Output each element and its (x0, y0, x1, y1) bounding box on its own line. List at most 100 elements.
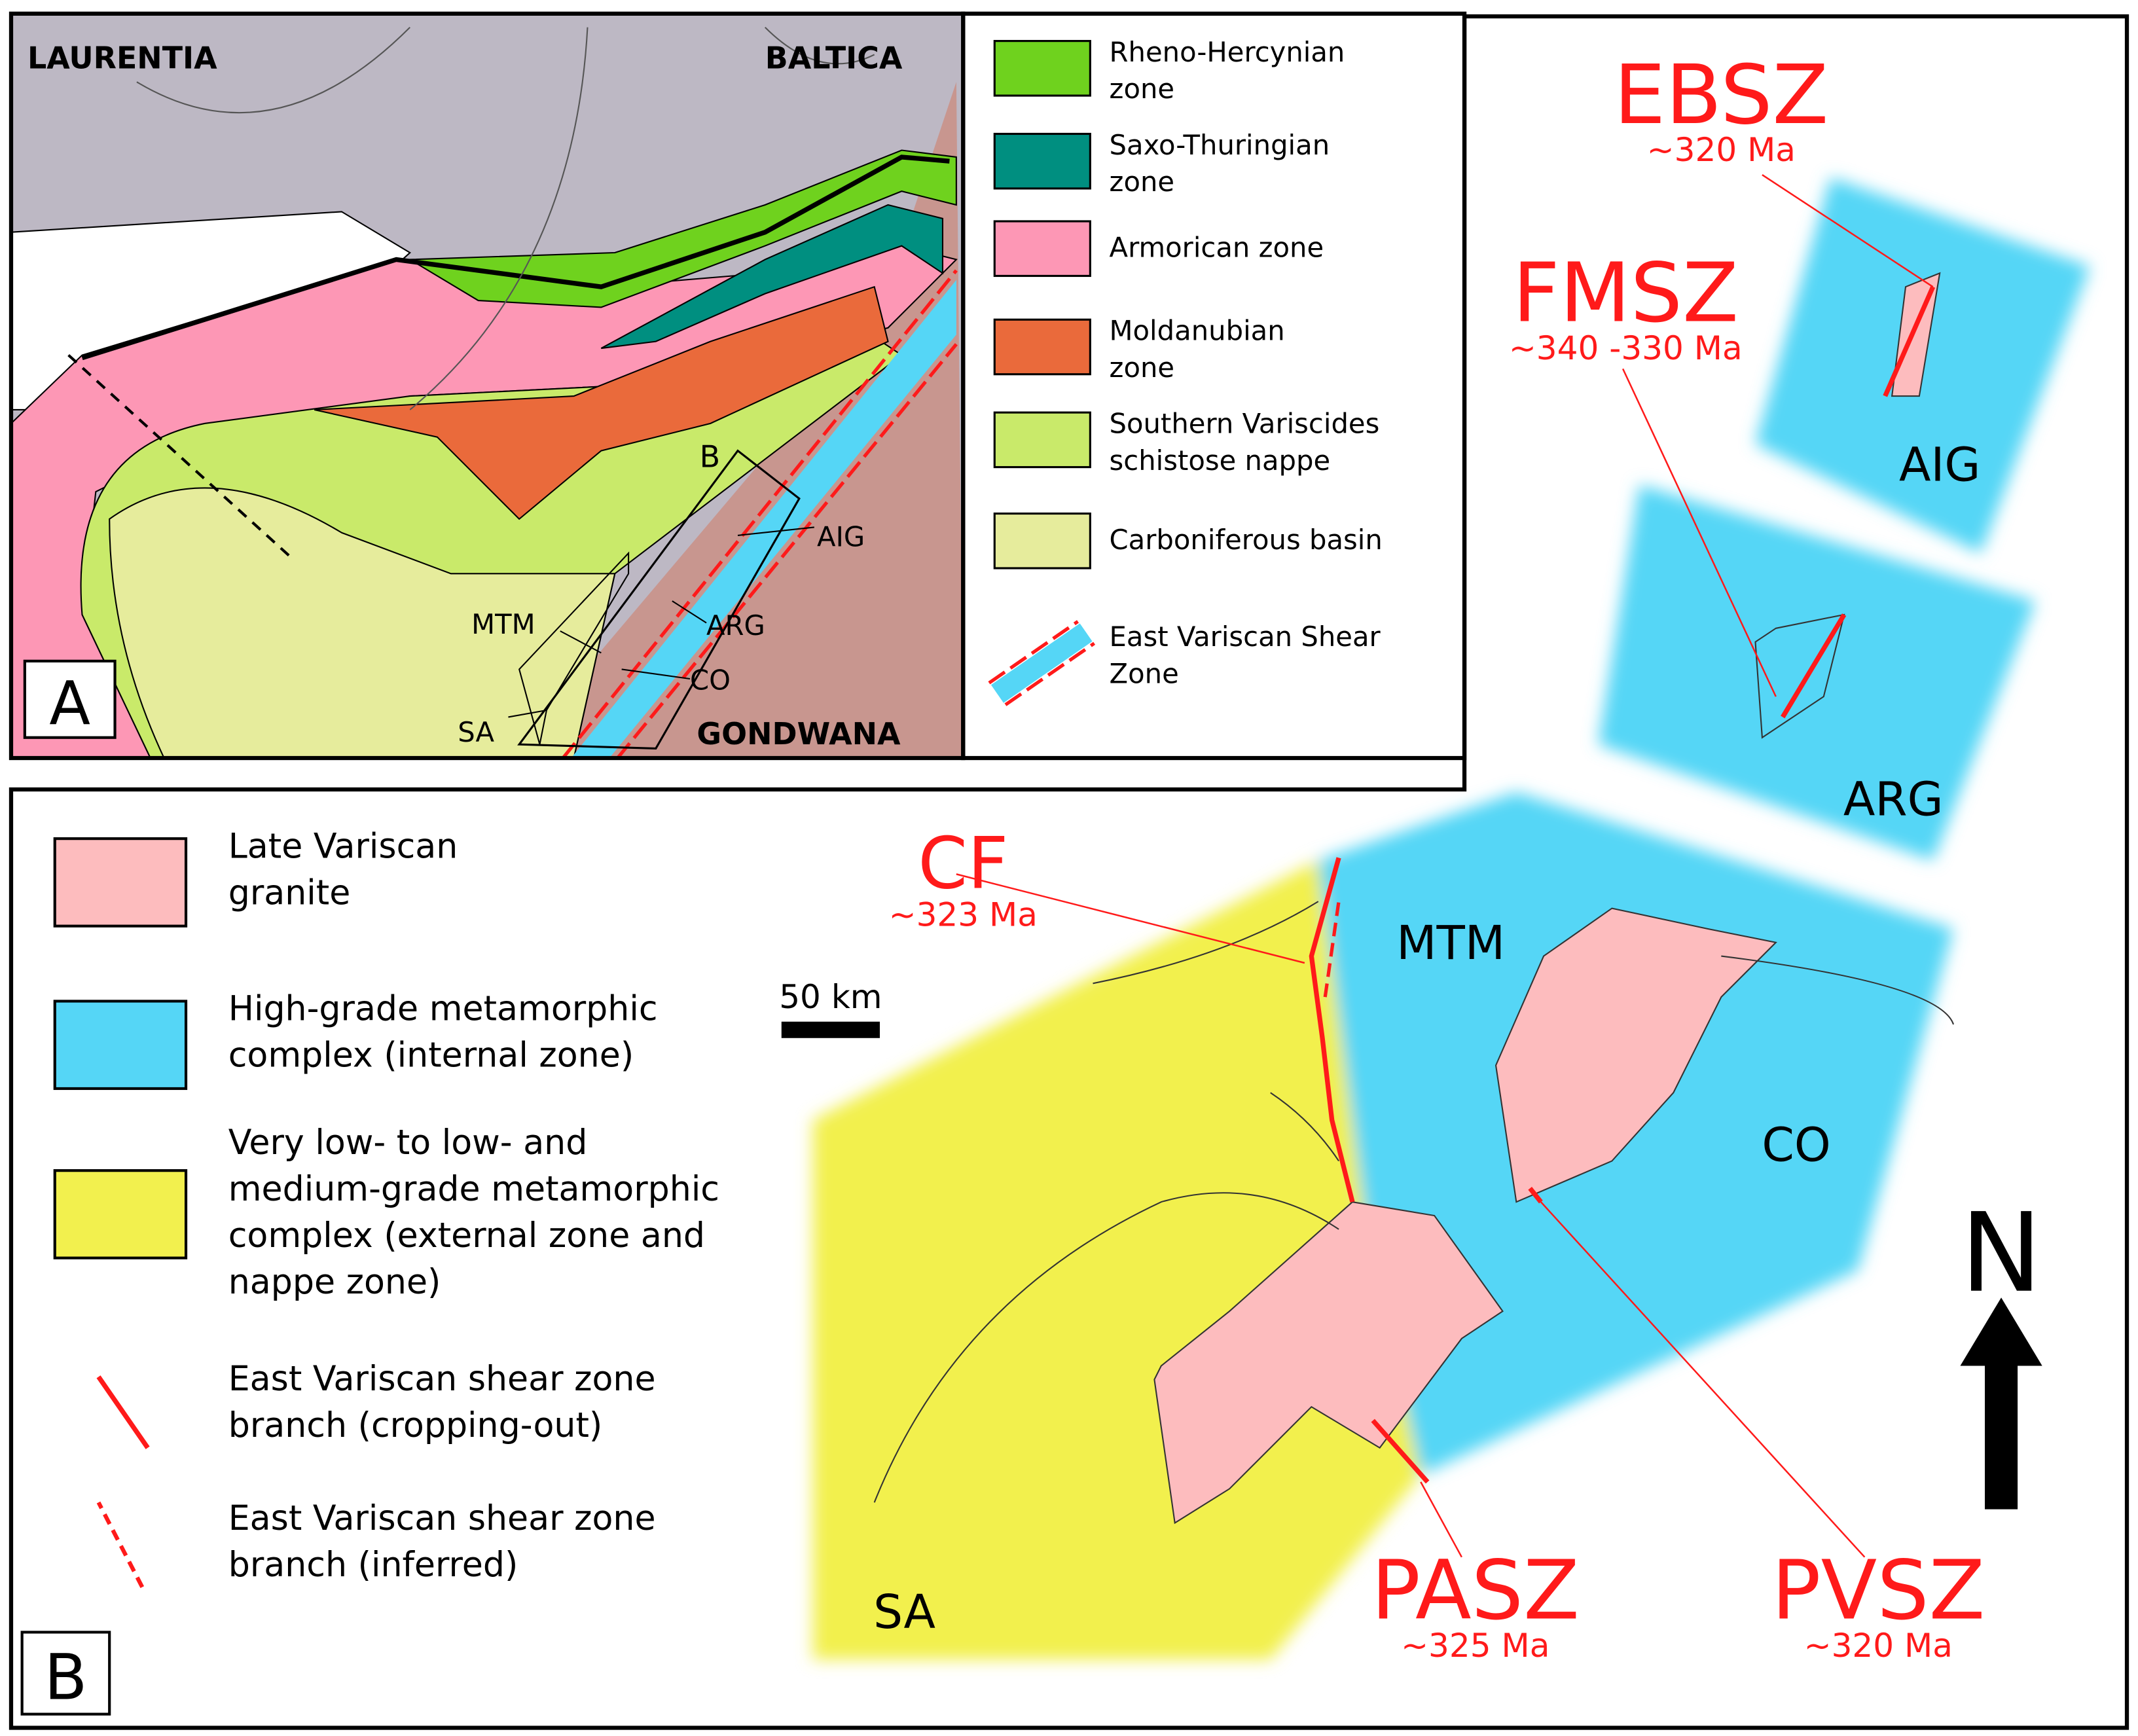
legend-label: Carboniferous basin (1110, 524, 1383, 556)
north-arrow (1960, 1297, 2042, 1510)
panel-a-map (10, 13, 964, 759)
legend-swatch (993, 512, 1091, 570)
rheno-hercynian-zone (407, 149, 957, 308)
scale-label: 50 km (779, 978, 882, 1016)
label: B (700, 439, 720, 475)
granite (1153, 1201, 1504, 1525)
saxo-thuringian-zone (600, 204, 944, 350)
label: LAURENTIA (27, 40, 217, 75)
fault-line (67, 353, 295, 562)
legend-label: zone (1110, 352, 1175, 384)
legend-label: Southern Variscides (1110, 407, 1380, 439)
legend-swatch (53, 837, 188, 928)
inset-outline (518, 551, 630, 745)
legend-label: Saxo-Thuringian (1110, 129, 1330, 161)
external-zone (812, 860, 1421, 1660)
legend-swatch (993, 411, 1091, 469)
panel-b-frame (9, 14, 2129, 1730)
leader-lines (956, 174, 1934, 1558)
legend-label: Moldanubian (1110, 315, 1285, 347)
legend-label: East Variscan shear zone (228, 1499, 656, 1538)
legend-label: Zone (1110, 657, 1179, 689)
legend-label: branch (cropping-out) (228, 1406, 603, 1445)
legend-b: Late Variscan granite High-grade metamorph… (53, 827, 719, 1589)
shear-zone-age: ~320 Ma (1804, 1627, 1953, 1665)
shear-line (561, 269, 958, 759)
label: ARG (706, 609, 765, 642)
outlines (873, 901, 1955, 1503)
shear-line (616, 343, 958, 759)
legend-swatch (993, 132, 1091, 190)
gondwana-area (519, 82, 964, 759)
label: MTM (1396, 916, 1505, 970)
thrust-front (81, 154, 950, 361)
legend-label: complex (internal zone) (228, 1036, 634, 1076)
scale-bar (781, 1021, 880, 1038)
label: BALTICA (765, 40, 903, 75)
legend-label: Rheno-Hercynian (1110, 36, 1345, 68)
shear-zone-name: PASZ (1371, 1543, 1580, 1638)
shear-zone-band (571, 280, 956, 759)
carboniferous-basin (109, 487, 616, 759)
shear-zone-age: ~325 Ma (1401, 1627, 1549, 1665)
legend-label: zone (1110, 166, 1175, 198)
legend-swatch (993, 318, 1091, 376)
label: SA (873, 1585, 935, 1639)
shear-zone-name: CF (918, 822, 1008, 905)
legend-swatch (993, 220, 1091, 278)
label: MTM (471, 608, 535, 640)
shear-zone-name: EBSZ (1614, 47, 1828, 143)
inset-outline (1754, 613, 1845, 739)
panel-label: B (45, 1641, 88, 1714)
legend-label: High-grade metamorphic (228, 990, 658, 1029)
internal-zone (1598, 484, 2036, 861)
legend-swatch (988, 620, 1079, 685)
legend-label: granite (228, 873, 351, 913)
granite (1495, 907, 1777, 1203)
legend-swatch (990, 623, 1093, 703)
legend-swatch (993, 40, 1091, 97)
label: AIG (817, 521, 865, 553)
legend-swatch (1004, 642, 1096, 706)
shear-zone-name: FMSZ (1513, 245, 1739, 340)
label: CO (690, 664, 731, 696)
legend-label: nappe zone) (228, 1263, 441, 1302)
legend-swatch (53, 1169, 188, 1259)
shear-zone-age: ~323 Ma (889, 896, 1038, 934)
border-lines (136, 26, 875, 410)
shear-zone-age: ~340 -330 Ma (1509, 329, 1743, 367)
label: GONDWANA (697, 716, 901, 751)
legend-swatch (53, 1000, 188, 1091)
moldanubian-zone (314, 285, 889, 520)
shear-branch (1371, 285, 1936, 1484)
legend-label: Armorican zone (1110, 231, 1324, 263)
legend-swatch (96, 1375, 150, 1449)
label: SA (458, 716, 494, 748)
panel-label-box (20, 1631, 111, 1716)
shear-zone-name: PVSZ (1771, 1543, 1985, 1638)
shear-zone-age: ~320 Ma (1647, 131, 1796, 169)
panel-b-box (517, 449, 801, 750)
legend-label: Very low- to low- and (228, 1123, 588, 1163)
legend-label: East Variscan shear zone (228, 1360, 656, 1399)
legend-label: East Variscan Shear (1110, 621, 1381, 653)
label: CO (1762, 1118, 1830, 1172)
leader-lines (508, 526, 814, 718)
legend-label: medium-grade metamorphic (228, 1170, 719, 1209)
panel-label-box (23, 659, 117, 739)
legend-swatch (96, 1501, 145, 1589)
legend-label: branch (inferred) (228, 1546, 518, 1585)
legend-label: complex (external zone and (228, 1216, 705, 1256)
legend-label: zone (1110, 73, 1175, 105)
shear-branch-inferred (1323, 901, 1341, 998)
legend-a: Rheno-Hercynian zone Saxo-Thuringian zone Ar… (988, 36, 1383, 706)
legend-label: schistose nappe (1110, 444, 1331, 477)
label: ARG (1843, 772, 1944, 827)
panel-label: A (49, 668, 90, 738)
north-label: N (1961, 1190, 2042, 1317)
legend-label: Late Variscan (228, 827, 458, 866)
shear-branch (1309, 857, 1355, 1203)
label: AIG (1899, 437, 1980, 492)
